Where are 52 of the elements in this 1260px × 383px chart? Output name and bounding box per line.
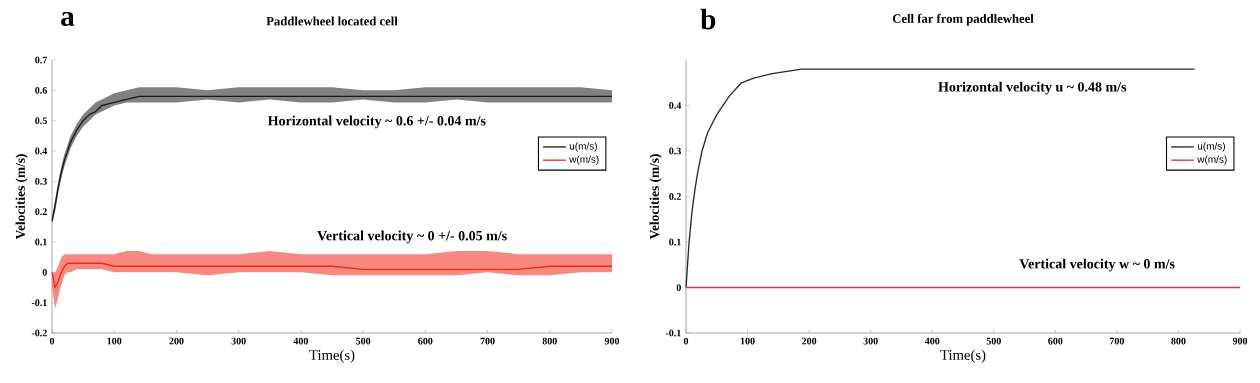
x-tick-label: 700 <box>1109 337 1125 345</box>
y-axis-title: Velocities (m/s) <box>15 154 28 240</box>
annotation: Vertical velocity ~ 0 +/- 0.05 m/s <box>317 230 507 244</box>
y-tick-label: -0.1 <box>31 299 47 307</box>
x-tick-label: 500 <box>986 337 1001 345</box>
y-tick-label: 0.4 <box>35 147 48 155</box>
x-tick-label: 100 <box>740 337 755 345</box>
legend-label: w(m/s) <box>1197 155 1227 165</box>
y-tick-label: 0.1 <box>35 238 47 246</box>
x-tick-label: 400 <box>293 337 309 345</box>
x-tick-label: 400 <box>924 337 940 345</box>
chart-title: Paddlewheel located cell <box>266 16 398 26</box>
y-tick-label: 0.4 <box>669 102 682 109</box>
x-tick-label: 600 <box>1048 337 1063 345</box>
y-tick-label: 0.1 <box>669 238 681 246</box>
y-tick-label: 0.3 <box>35 177 47 185</box>
x-tick-label: 500 <box>356 337 371 345</box>
x-axis-title: Time(s) <box>940 349 986 363</box>
y-tick-label: -0.1 <box>665 329 681 337</box>
y-tick-label: 0.2 <box>669 193 681 200</box>
y-tick-label: -0.2 <box>31 329 47 337</box>
x-tick-label: 0 <box>683 337 689 345</box>
annotation: Horizontal velocity ~ 0.6 +/- 0.04 m/s <box>267 115 486 129</box>
chart-title: Cell far from paddlewheel <box>892 13 1034 26</box>
y-tick-label: 0.2 <box>35 208 47 216</box>
x-axis-title: Time(s) <box>309 349 355 363</box>
x-tick-label: 0 <box>49 337 55 345</box>
x-tick-label: 900 <box>604 337 620 345</box>
annotation: Horizontal velocity u ~ 0.48 m/s <box>938 81 1127 95</box>
x-tick-label: 800 <box>1171 337 1186 345</box>
x-tick-label: 200 <box>802 337 817 345</box>
x-tick-label: 100 <box>107 337 122 345</box>
x-tick-label: 700 <box>480 337 495 345</box>
y-tick-label: 0.5 <box>35 117 47 125</box>
legend-label: u(m/s) <box>569 142 597 152</box>
y-axis-title: Velocities (m/s) <box>649 154 662 240</box>
legend-label: w(m/s) <box>569 155 599 165</box>
legend-label: u(m/s) <box>1197 142 1225 152</box>
annotation: Vertical velocity w ~ 0 m/s <box>1019 258 1175 272</box>
x-tick-label: 900 <box>1232 337 1248 345</box>
x-tick-label: 600 <box>418 337 433 345</box>
x-tick-label: 800 <box>542 337 557 345</box>
y-tick-label: 0 <box>676 284 681 291</box>
x-tick-label: 300 <box>231 337 246 345</box>
y-tick-label: 0 <box>42 268 47 276</box>
x-tick-label: 300 <box>863 337 878 345</box>
x-tick-label: 200 <box>169 337 184 345</box>
y-tick-label: 0.6 <box>35 86 47 94</box>
y-tick-label: 0.3 <box>669 147 681 155</box>
text: a <box>61 12 75 27</box>
y-tick-label: 0.7 <box>35 56 48 64</box>
text: b <box>700 8 716 30</box>
